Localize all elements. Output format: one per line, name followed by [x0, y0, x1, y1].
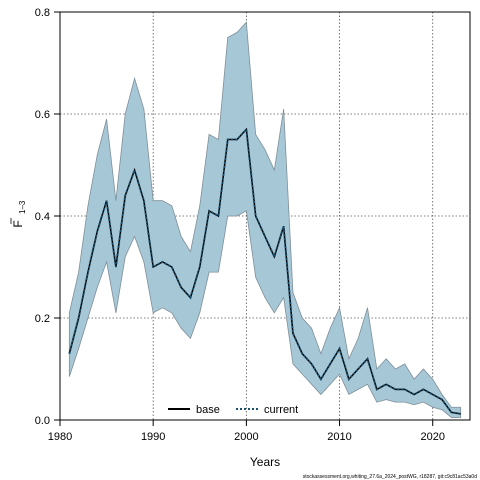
y-tick-label: 0.4: [35, 211, 50, 223]
x-tick-label: 1990: [141, 431, 165, 443]
y-tick-label: 0.0: [35, 415, 50, 427]
confidence-band: [68, 21, 462, 418]
x-tick-label: 1980: [48, 431, 72, 443]
series-line-current: [68, 126, 461, 415]
legend-label-current: current: [264, 404, 298, 416]
y-tick-label: 0.2: [35, 313, 50, 325]
y-axis-title-main: F: [11, 220, 25, 227]
x-axis-title: Years: [250, 455, 280, 469]
y-tick-label: 0.6: [35, 109, 50, 121]
y-axis: 0.0 0.2 0.4 0.6 0.8: [35, 7, 60, 427]
x-tick-label: 2000: [234, 431, 258, 443]
x-tick-label: 2010: [327, 431, 351, 443]
x-tick-label: 2020: [420, 431, 444, 443]
y-axis-title-sub: 1–3: [18, 200, 27, 214]
y-axis-title: F 1–3: [10, 200, 27, 228]
legend: base current: [168, 404, 298, 416]
footnote: stockassessment.org,whiting_27.6a_2024_p…: [303, 474, 477, 480]
x-axis: 1980 1990 2000 2010 2020: [48, 420, 445, 443]
y-tick-label: 0.8: [35, 7, 50, 19]
legend-label-base: base: [196, 404, 220, 416]
